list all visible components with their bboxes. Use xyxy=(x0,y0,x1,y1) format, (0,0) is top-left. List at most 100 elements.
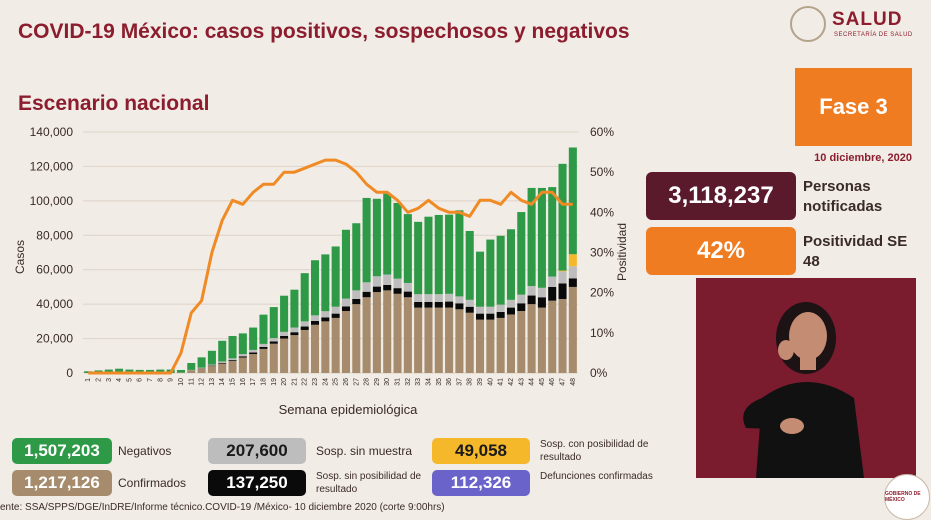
bar-segment xyxy=(362,282,371,292)
bar-segment xyxy=(476,251,485,307)
y-tick-label: 40,000 xyxy=(36,297,73,311)
bar-segment xyxy=(424,294,433,302)
x-tick-label: 17 xyxy=(250,378,257,386)
bar-segment xyxy=(218,340,227,362)
x-tick-label: 21 xyxy=(291,378,298,386)
x-tick-label: 20 xyxy=(281,378,288,386)
salud-logo: SALUD SECRETARÍA DE SALUD xyxy=(790,6,920,46)
x-tick-label: 29 xyxy=(374,378,381,386)
bar-segment xyxy=(207,365,216,367)
bar-segment xyxy=(321,321,330,373)
y2-tick-label: 10% xyxy=(590,326,614,340)
bar-segment xyxy=(238,333,247,355)
bar-segment xyxy=(197,357,206,368)
bar-segment xyxy=(249,354,258,373)
bar-segment xyxy=(496,235,505,305)
bar-segment xyxy=(517,212,526,295)
x-tick-label: 5 xyxy=(126,378,133,382)
bar-segment xyxy=(517,294,526,304)
bar-segment xyxy=(558,298,567,373)
bar-segment xyxy=(403,282,412,292)
y-tick-label: 140,000 xyxy=(30,125,74,139)
stat-value: 1,507,203 xyxy=(12,438,112,464)
bar-segment xyxy=(414,221,423,295)
logo-text: SALUD xyxy=(832,9,903,30)
bar-segment xyxy=(558,270,567,272)
bar-segment xyxy=(548,276,557,287)
bar-segment xyxy=(259,343,268,348)
bar-segment xyxy=(506,229,515,300)
y-axis-label: Casos xyxy=(13,240,27,274)
x-tick-label: 22 xyxy=(302,378,309,386)
bar-segment xyxy=(383,284,392,291)
bar-segment xyxy=(331,317,340,373)
bar-segment xyxy=(341,298,350,307)
bar-segment xyxy=(506,314,515,373)
x-tick-label: 30 xyxy=(384,378,391,386)
bar-segment xyxy=(331,306,340,314)
bar-segment xyxy=(311,315,320,322)
bar-segment xyxy=(486,239,495,307)
bar-segment xyxy=(455,296,464,304)
bar-segment xyxy=(445,214,454,294)
x-tick-label: 4 xyxy=(116,378,123,382)
bar-segment xyxy=(517,303,526,312)
y2-tick-label: 60% xyxy=(590,125,614,139)
bar-segment xyxy=(527,304,536,373)
positivity-label: Positividad SE 48 xyxy=(803,233,908,270)
y2-tick-label: 50% xyxy=(590,165,614,179)
bar-segment xyxy=(434,294,443,302)
bar-segment xyxy=(104,369,113,373)
bar-segment xyxy=(383,193,392,275)
stat-label: Confirmados xyxy=(118,476,187,490)
bar-segment xyxy=(300,329,309,373)
covid-chart: 0 20,000 40,000 60,000 80,000 100,000 120,000 1… xyxy=(13,125,629,417)
bar-segment xyxy=(352,290,361,299)
y2-tick-label: 30% xyxy=(590,246,614,260)
bar-segment xyxy=(331,313,340,318)
bar-segment xyxy=(414,307,423,373)
y-tick-label: 0 xyxy=(66,366,73,380)
bar-segment xyxy=(517,311,526,373)
bar-segment xyxy=(280,338,289,373)
x-tick-label: 11 xyxy=(188,378,195,385)
bar-segment xyxy=(311,321,320,325)
x-tick-label: 9 xyxy=(168,378,175,382)
bar-segment xyxy=(383,274,392,285)
x-tick-label: 25 xyxy=(333,378,340,386)
bar-segment xyxy=(228,360,237,373)
x-tick-label: 23 xyxy=(312,378,319,386)
bar-segment xyxy=(455,303,464,310)
y-tick-label: 60,000 xyxy=(36,263,73,277)
bar-segment xyxy=(558,271,567,284)
x-tick-label: 42 xyxy=(508,378,515,386)
stat-label: Defunciones confirmadas xyxy=(540,471,653,482)
bar-segment xyxy=(527,295,536,305)
bar-segment xyxy=(537,297,546,308)
bar-segment xyxy=(393,293,402,373)
bar-segment xyxy=(568,286,577,373)
bar-segment xyxy=(331,246,340,307)
bar-segment xyxy=(548,286,557,301)
bar-segment xyxy=(362,291,371,298)
bar-segment xyxy=(238,354,247,357)
bar-segment xyxy=(537,187,546,288)
bar-segment xyxy=(341,311,350,373)
bar-segment xyxy=(280,331,289,336)
x-tick-label: 6 xyxy=(137,378,144,382)
bar-segment xyxy=(218,362,227,364)
bar-segment xyxy=(537,287,546,298)
bar-segment xyxy=(403,297,412,373)
bar-segment xyxy=(537,307,546,373)
stat-label: Sosp. sin muestra xyxy=(316,444,413,458)
bar-segment xyxy=(568,254,577,267)
bar-segment xyxy=(269,341,278,344)
bar-segment xyxy=(197,368,206,373)
bar-segment xyxy=(321,317,330,322)
x-tick-label: 16 xyxy=(240,378,247,386)
bar-segment xyxy=(228,360,237,361)
bar-segment xyxy=(465,306,474,313)
stat-value: 49,058 xyxy=(432,438,530,464)
bar-segment xyxy=(352,304,361,373)
y-tick-label: 20,000 xyxy=(36,332,73,346)
